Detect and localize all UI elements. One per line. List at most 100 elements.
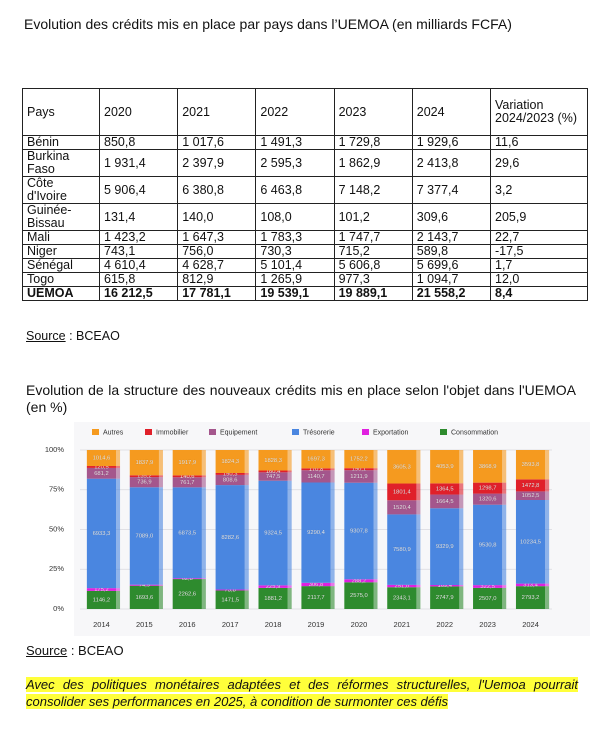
data-label: 2793,2	[522, 595, 540, 601]
data-label: 1146,2	[93, 597, 110, 603]
data-label: 1664,5	[436, 499, 454, 505]
bar-side	[116, 588, 121, 591]
table-cell: 7 148,2	[333, 176, 413, 204]
bar-side	[244, 590, 249, 609]
bar-side	[330, 586, 335, 609]
table-cell: 715,2	[333, 244, 413, 259]
bar-segment	[129, 584, 159, 586]
x-tick-label: 2024	[522, 620, 539, 629]
bar-side	[502, 482, 507, 494]
data-label: 1881,2	[264, 596, 282, 602]
bar-side	[416, 587, 421, 609]
bar-segment	[387, 514, 417, 585]
bar-side	[116, 467, 121, 479]
table-cell: Bénin	[22, 135, 100, 150]
table-cell: 743,1	[98, 244, 179, 259]
table-cell: 1 929,6	[411, 135, 492, 150]
source-text: : BCEAO	[70, 643, 124, 658]
table-cell: 5 606,8	[333, 258, 413, 273]
table-cell: Côte d'Ivoire	[22, 176, 100, 204]
legend-swatch	[440, 429, 447, 435]
x-tick-label: 2022	[436, 620, 453, 629]
data-label: 225,9	[266, 584, 281, 590]
bar-side	[459, 450, 464, 484]
data-label: 681,2	[94, 471, 109, 477]
table-cell: Sénégal	[22, 258, 100, 273]
bar-segment	[387, 500, 417, 515]
x-tick-label: 2020	[351, 620, 368, 629]
bar-segment	[172, 477, 202, 488]
bar-side	[330, 468, 335, 471]
bar-side	[116, 466, 121, 468]
data-label: 10234,5	[520, 539, 541, 545]
bar-side	[201, 579, 206, 609]
column-header: 2024	[411, 88, 492, 136]
data-label: 2507,0	[479, 596, 497, 602]
bar-side	[416, 450, 421, 484]
bar-side	[373, 482, 378, 580]
table-cell: 1 094,7	[411, 272, 492, 287]
bar-segment	[301, 450, 331, 469]
data-label: 74,9	[139, 583, 150, 589]
table-cell: 2 413,8	[411, 149, 492, 177]
header-row: Pays 2020 2021 2022 2023 2024 Variation 2024/2…	[22, 88, 588, 136]
table-cell: 977,3	[333, 272, 413, 287]
bar-side	[373, 450, 378, 469]
legend-label: Autres	[103, 429, 124, 436]
table-row: Guinée-Bissau 131,4 140,0 108,0 101,2 309,6 20…	[22, 203, 588, 231]
data-label: 808,6	[223, 478, 238, 484]
bar-segment	[215, 474, 245, 486]
bar-segment	[129, 487, 159, 585]
bar-side	[545, 491, 550, 500]
table-cell: 8,4	[490, 286, 588, 301]
chart: 0% 25% 50% 75% 100% Autres Immobilier Equipemen…	[45, 422, 590, 636]
bar-side	[158, 450, 163, 476]
bar-side	[502, 504, 507, 586]
table-cell: Niger	[22, 244, 100, 259]
data-label: 140,6	[180, 474, 195, 480]
table-cell: 1 729,8	[333, 135, 413, 150]
bar-side	[545, 586, 550, 609]
section-title: Evolution de la structure des nouveaux c…	[26, 382, 576, 415]
data-label: 1211,9	[350, 474, 367, 480]
bar-segment	[258, 587, 288, 609]
bar-side	[416, 500, 421, 515]
y-tick-label: 25%	[49, 564, 64, 573]
table-cell: Togo	[22, 272, 100, 287]
table-cell: 2 595,3	[255, 149, 335, 177]
data-label: 8282,6	[221, 535, 239, 541]
y-tick-label: 100%	[45, 445, 65, 454]
table-cell: 1 931,4	[98, 149, 179, 177]
bar-side	[287, 472, 292, 481]
bar-side	[116, 478, 121, 589]
source: Source : BCEAO	[26, 643, 124, 658]
data-label: 9329,9	[436, 544, 454, 550]
data-label: 9530,8	[479, 542, 497, 548]
bar-segment	[129, 450, 159, 476]
bar-side	[287, 585, 292, 588]
bar-segment	[172, 579, 202, 609]
table-cell: Guinée-Bissau	[22, 203, 100, 231]
bar-side	[545, 479, 550, 492]
table-cell: 22,7	[490, 230, 588, 245]
legend-label: Trésorerie	[303, 429, 335, 436]
legend-label: Immobilier	[156, 429, 189, 436]
bar-side	[459, 585, 464, 587]
bar-segment	[301, 470, 331, 483]
data-label: 62,8	[182, 576, 193, 582]
table-row: Burkina Faso 1 931,4 2 397,9 2 595,3 1 862,9…	[22, 149, 588, 177]
legend-label: Consommation	[451, 429, 498, 436]
bar-segment	[301, 468, 331, 471]
legend-label: Equipement	[220, 429, 257, 436]
column-header: Variation 2024/2023 (%)	[490, 88, 588, 136]
bar-side	[330, 470, 335, 483]
table-cell: 140,0	[177, 203, 257, 231]
title: Evolution des crédits mis en place par p…	[24, 16, 512, 32]
data-label: 2262,6	[178, 592, 196, 598]
bar-segment	[515, 499, 546, 584]
bar-segment	[344, 470, 374, 483]
data-label: 169,4	[437, 583, 452, 589]
table-cell: 6 463,8	[255, 176, 335, 204]
data-label: 1752,2	[350, 457, 368, 463]
